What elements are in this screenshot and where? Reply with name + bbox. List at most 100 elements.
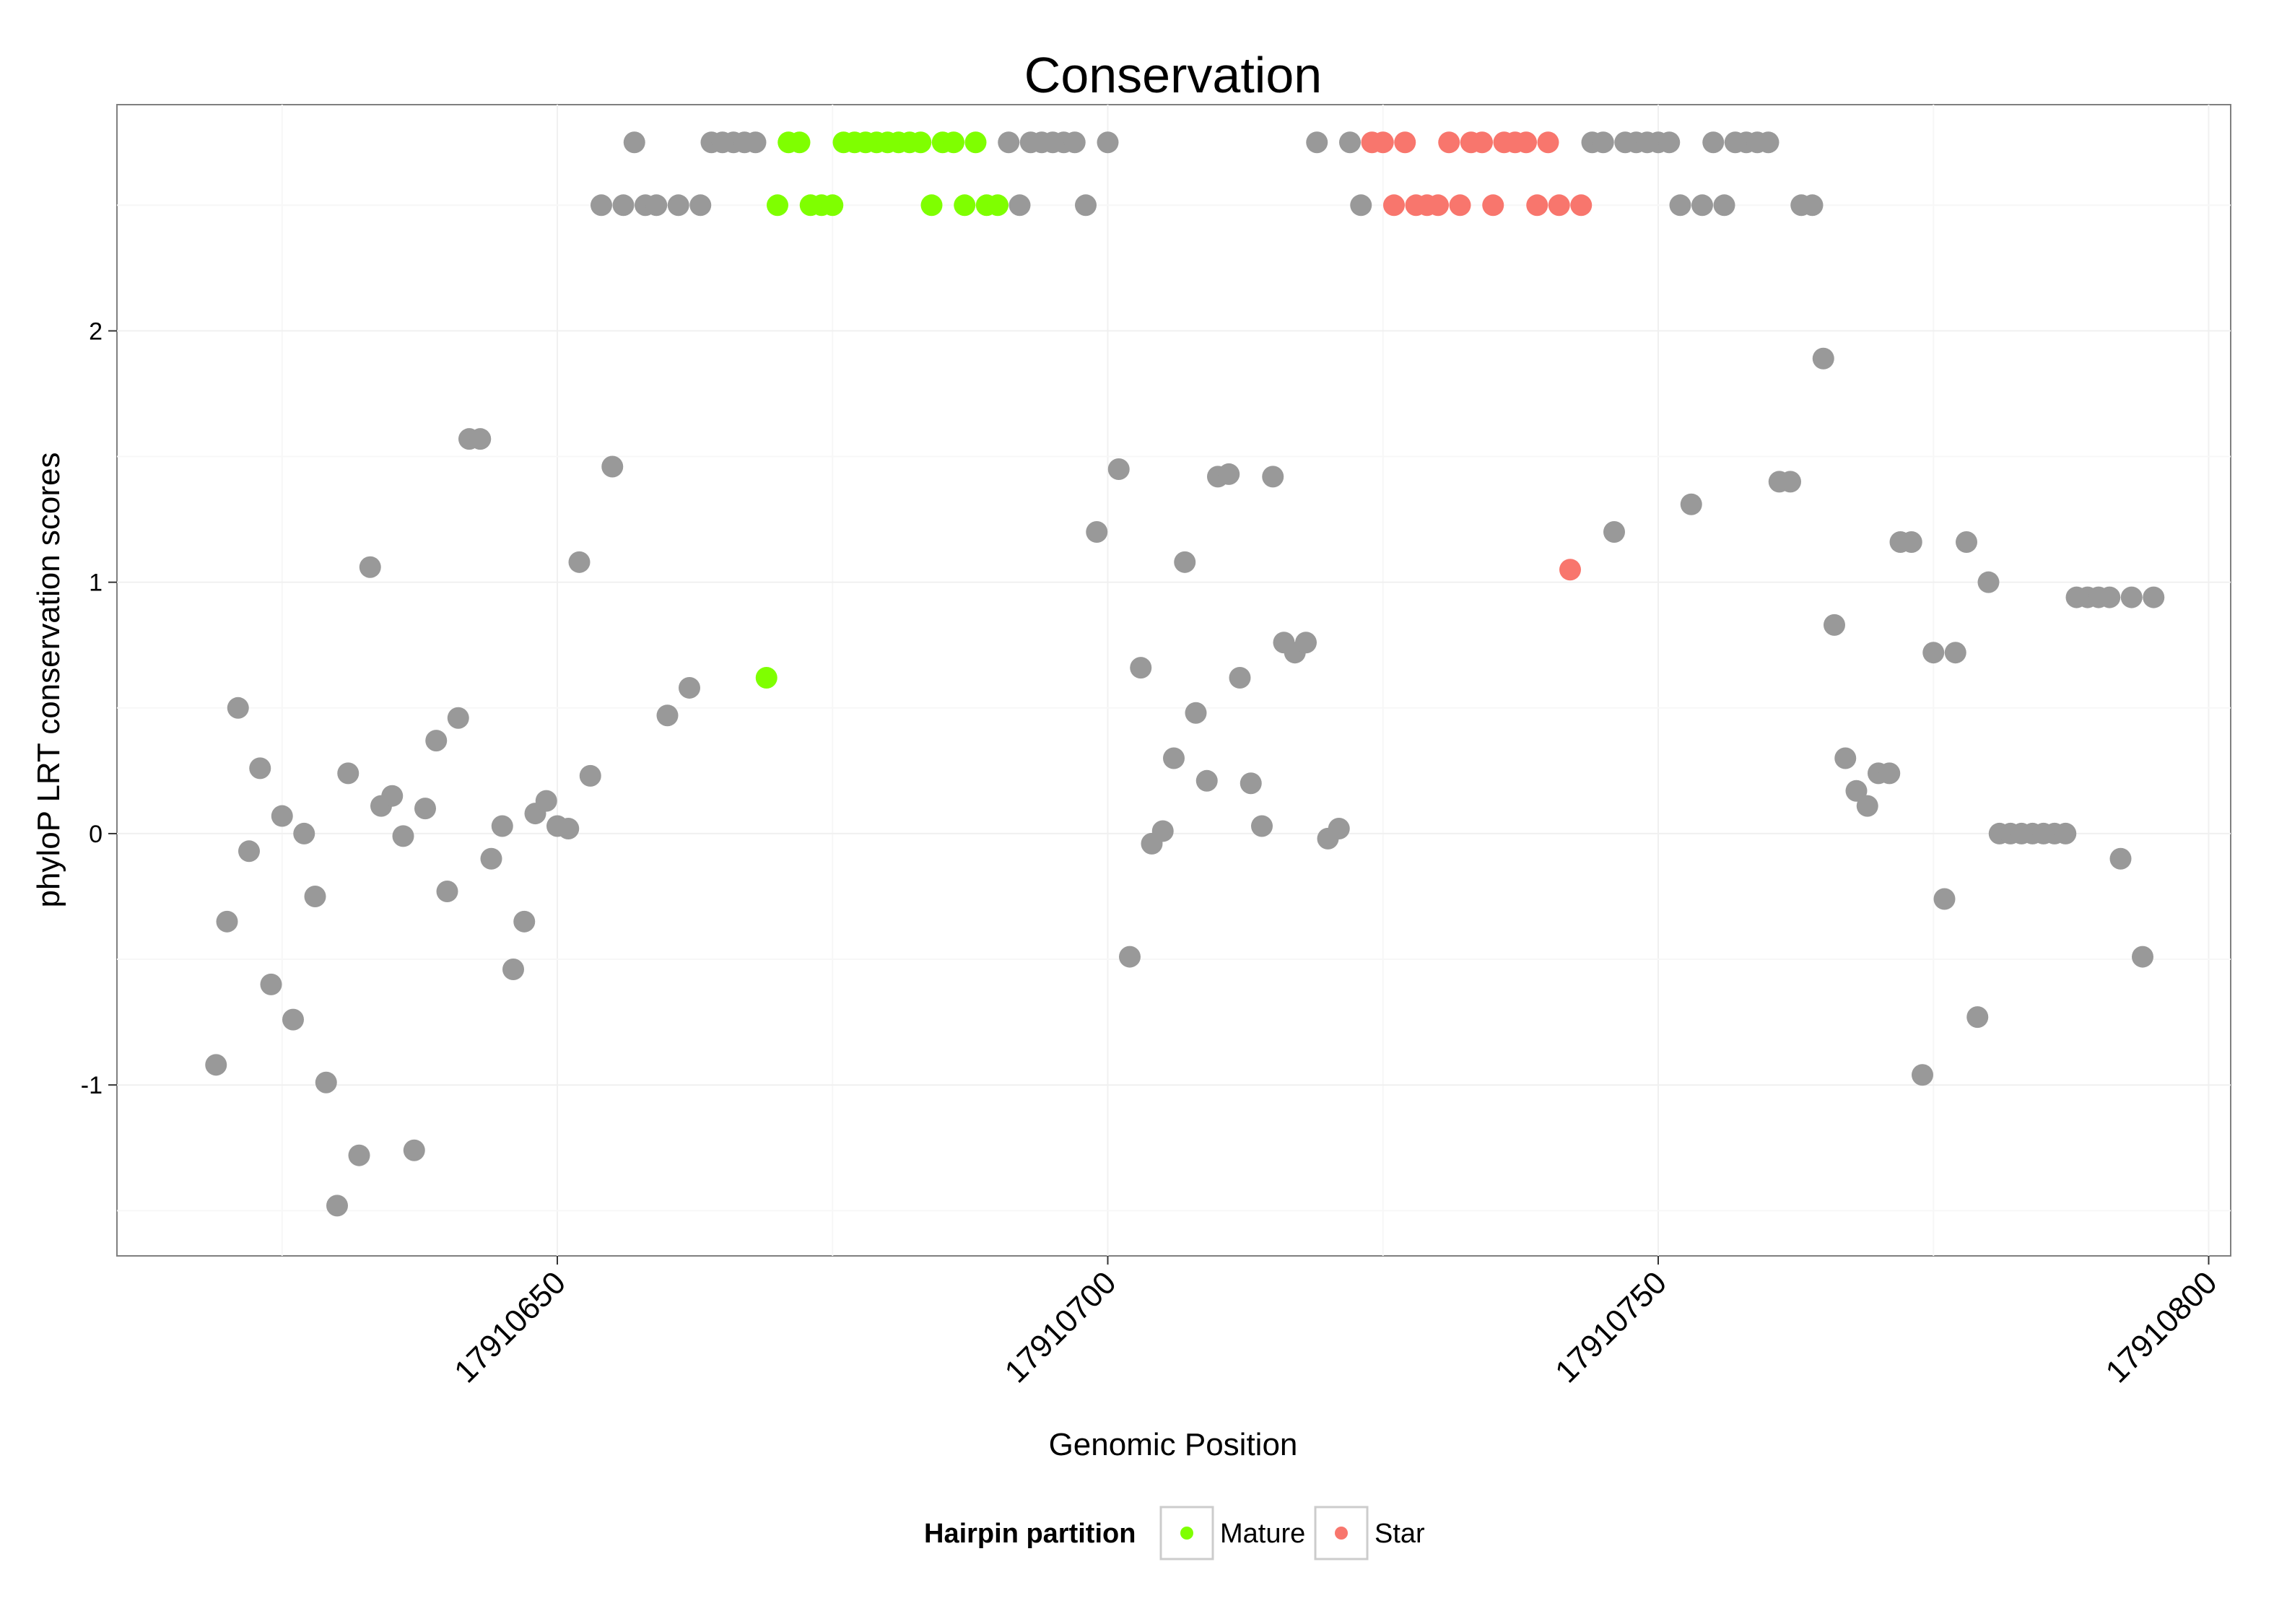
data-point-other [689,194,712,217]
x-axis-title: Genomic Position [1049,1427,1298,1462]
data-point-other [282,1008,304,1031]
y-tick-label: -1 [81,1072,103,1099]
data-point-other [205,1054,227,1076]
data-point-mature [822,194,844,217]
data-point-star [1559,559,1581,581]
data-point-other [1339,131,1361,154]
data-point-other [216,910,238,933]
data-point-other [293,822,315,844]
data-point-star [1438,131,1460,154]
data-point-star [1372,131,1394,154]
data-point-mature [954,194,976,217]
data-point-other [2143,586,2165,608]
data-point-other [645,194,668,217]
data-point-other [238,840,260,863]
plot-border [116,104,2231,1257]
data-point-other [2120,586,2143,608]
data-points [205,131,2165,1217]
data-point-mature [964,131,987,154]
data-point-other [1856,795,1878,817]
data-point-other [1592,131,1614,154]
data-point-other [744,131,767,154]
data-point-other [1075,194,1097,217]
data-point-other [1845,780,1868,802]
data-point-other [1119,946,1141,968]
data-point-other [1933,888,1956,910]
data-point-mature [987,194,1009,217]
data-point-other [1658,131,1681,154]
data-point-other [1900,531,1922,553]
data-point-other [1912,1064,1933,1086]
data-point-other [447,707,469,729]
data-point-other [1691,194,1713,217]
data-point-other [535,790,557,812]
data-point-other [491,815,513,837]
data-point-other [568,551,591,573]
data-point-mature [788,131,811,154]
data-point-other [315,1071,337,1093]
data-point-other [1834,747,1857,769]
data-point-mature [943,131,964,154]
data-point-other [1977,571,2000,593]
data-point-star [1383,194,1405,217]
legend-key-box-star [1314,1506,1369,1560]
data-point-other [1944,642,1966,664]
data-point-mature [767,194,788,217]
data-point-other [1097,131,1119,154]
data-point-other [1878,762,1901,785]
data-point-other [403,1139,425,1161]
data-point-other [1107,458,1130,480]
legend-key-star [1335,1527,1348,1540]
data-point-other [591,194,612,217]
data-point-mature [755,667,777,689]
data-point-other [1824,614,1845,636]
data-point-other [1680,493,1702,515]
data-point-other [249,757,271,780]
data-point-other [1229,667,1251,689]
data-point-other [304,885,326,907]
legend-key-mature [1180,1527,1193,1540]
data-point-star [1482,194,1504,217]
data-point-other [1295,632,1317,654]
data-point-other [1185,702,1207,724]
data-point-star [1570,194,1593,217]
data-point-other [1702,131,1725,154]
legend-label-star: Star [1375,1519,1425,1549]
data-point-star [1471,131,1493,154]
data-point-star [1526,194,1548,217]
y-tick-label: 2 [89,318,103,345]
data-point-other [271,805,293,827]
data-point-star [1427,194,1449,217]
data-point-other [436,881,458,903]
data-point-other [1174,551,1196,573]
data-point-other [601,455,624,478]
data-point-other [513,910,536,933]
data-point-other [656,704,679,727]
data-point-other [502,958,524,980]
data-point-other [1151,820,1174,842]
data-point-other [348,1144,370,1166]
data-point-other [337,762,360,785]
data-point-other [679,676,700,699]
data-point-other [480,847,502,870]
data-point-other [2099,586,2121,608]
data-point-other [1922,642,1945,664]
data-point-other [326,1195,348,1217]
data-point-other [469,428,492,450]
data-point-star [1537,131,1559,154]
data-point-other [1350,194,1372,217]
data-point-other [1262,466,1284,488]
data-point-other [260,973,282,995]
grid-lines [117,105,2231,1256]
legend-label-mature: Mature [1220,1519,1305,1549]
data-point-other [1306,131,1328,154]
data-point-other [359,556,381,578]
data-point-other [414,798,436,820]
data-point-other [1130,657,1152,679]
data-point-other [2132,946,2153,968]
data-point-other [2109,847,2132,870]
data-point-other [1779,471,1801,493]
data-point-other [1328,817,1350,839]
data-point-other [1240,772,1262,795]
